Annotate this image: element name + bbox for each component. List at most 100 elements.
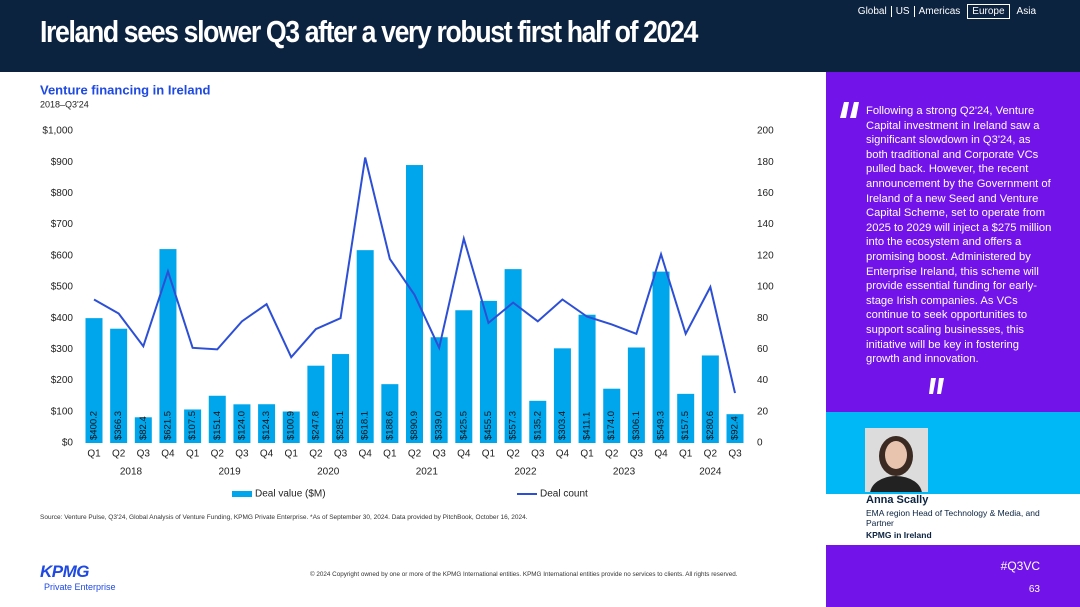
x-tick-label: Q3 (334, 449, 348, 460)
x-tick-label: Q2 (309, 449, 323, 460)
region-nav: Global US Americas Europe Asia (854, 4, 1040, 19)
y2-tick-label: 100 (757, 282, 774, 293)
y-tick-label: $800 (51, 188, 74, 199)
bar (504, 269, 522, 443)
bar (455, 310, 473, 443)
bar (406, 165, 423, 444)
bar (430, 337, 448, 443)
value-label: $339.0 (434, 411, 445, 440)
value-label: $124.0 (236, 411, 247, 440)
value-label: $400.2 (89, 411, 100, 440)
bar (282, 411, 300, 443)
x-tick-label: Q3 (432, 449, 446, 460)
chart-subtitle: 2018–Q3'24 (40, 99, 89, 109)
nav-item[interactable]: Asia (1016, 6, 1036, 17)
x-tick-label: Q4 (654, 449, 668, 460)
person-role: EMA region Head of Technology & Media, a… (866, 508, 1040, 528)
logo: KPMG (40, 562, 90, 581)
bar (578, 314, 596, 443)
value-label: $411.1 (582, 412, 593, 440)
y2-tick-label: 60 (757, 344, 769, 355)
value-label: $366.3 (113, 411, 124, 440)
quote-text: Following a strong Q2'24, Venture Capita… (866, 105, 1052, 366)
legend-label: Deal value ($M) (255, 489, 326, 500)
person-name: Anna Scally (866, 494, 929, 506)
y-tick-label: $100 (51, 406, 74, 417)
value-label: $557.3 (508, 411, 519, 440)
value-label: $455.5 (483, 411, 494, 440)
chart: Venture financing in Ireland 2018–Q3'24 … (40, 82, 774, 500)
bar (159, 249, 177, 443)
x-tick-label: Q4 (457, 449, 471, 460)
value-label: $188.6 (384, 411, 395, 440)
year-label: 2024 (699, 467, 722, 478)
quote-panel (826, 72, 1080, 412)
value-label: $549.3 (656, 411, 667, 440)
bar (233, 404, 251, 443)
chart-title: Venture financing in Ireland (40, 82, 211, 97)
nav-item[interactable]: Europe (967, 4, 1010, 19)
bar (332, 354, 350, 443)
y-tick-label: $600 (51, 250, 74, 261)
x-tick-label: Q3 (137, 449, 151, 460)
value-label: $425.5 (458, 411, 469, 440)
x-tick-label: Q1 (383, 449, 397, 460)
bar (603, 388, 621, 443)
bar (307, 365, 325, 443)
x-tick-label: Q2 (506, 449, 520, 460)
y2-tick-label: 40 (757, 375, 769, 386)
y-tick-label: $200 (51, 375, 74, 386)
open-quote-mark (840, 102, 859, 118)
value-label: $82.4 (138, 416, 149, 440)
bar (701, 355, 719, 443)
legend-label: Deal count (540, 489, 588, 500)
nav-item[interactable]: US (890, 6, 914, 17)
y2-tick-label: 180 (757, 157, 774, 168)
value-label: $100.9 (286, 411, 297, 440)
portrait (865, 428, 928, 492)
bar (381, 384, 399, 443)
x-tick-label: Q4 (260, 449, 274, 460)
x-tick-label: Q3 (728, 449, 742, 460)
y-tick-label: $400 (51, 313, 74, 324)
bar (677, 393, 695, 443)
year-label: 2019 (218, 467, 241, 478)
value-label: $92.4 (730, 416, 741, 440)
bar (134, 417, 152, 443)
x-tick-label: Q3 (235, 449, 249, 460)
x-tick-label: Q4 (556, 449, 570, 460)
year-label: 2023 (613, 467, 636, 478)
x-tick-label: Q1 (87, 449, 101, 460)
y-tick-label: $1,000 (42, 126, 73, 137)
x-tick-label: Q1 (285, 449, 299, 460)
bar (529, 400, 547, 443)
close-quote-mark (929, 378, 944, 394)
bar (652, 271, 670, 443)
x-tick-label: Q3 (630, 449, 644, 460)
y-tick-label: $500 (51, 282, 74, 293)
x-tick-label: Q1 (580, 449, 594, 460)
bar (479, 300, 497, 443)
nav-item[interactable]: Global (857, 6, 887, 17)
x-tick-label: Q1 (679, 449, 693, 460)
y2-tick-label: 200 (757, 126, 774, 137)
bar (258, 404, 276, 443)
value-label: $303.4 (557, 411, 568, 440)
line (93, 157, 736, 394)
bar (184, 409, 202, 443)
footer-panel (826, 545, 1080, 607)
x-tick-label: Q4 (359, 449, 373, 460)
x-tick-label: Q2 (704, 449, 718, 460)
value-label: $618.1 (360, 411, 371, 440)
year-label: 2020 (317, 467, 340, 478)
nav-item[interactable]: Americas (913, 6, 965, 17)
bar (110, 328, 128, 443)
y2-tick-label: 140 (757, 219, 774, 230)
x-tick-label: Q2 (211, 449, 225, 460)
x-tick-label: Q2 (112, 449, 126, 460)
y-tick-label: $300 (51, 344, 74, 355)
x-tick-label: Q2 (408, 449, 422, 460)
person-company: KPMG in Ireland (866, 530, 932, 540)
hashtag: #Q3VC (1000, 559, 1040, 573)
